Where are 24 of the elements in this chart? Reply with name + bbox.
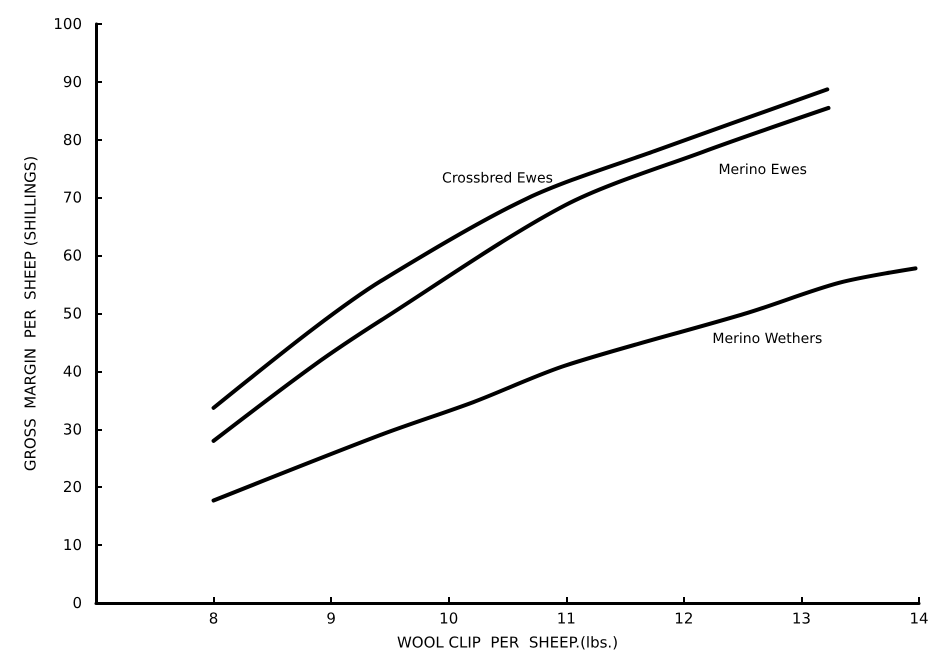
y-tick-label: 30 <box>62 420 82 438</box>
y-axis-title: GROSS MARGIN PER SHEEP (SHILLINGS) <box>22 156 40 472</box>
y-tick-label: 10 <box>62 536 82 554</box>
x-tick-label: 12 <box>674 610 694 628</box>
y-tick-label: 40 <box>62 362 82 380</box>
series-label: Merino Wethers <box>712 330 822 347</box>
x-tick-label: 8 <box>208 610 218 628</box>
series-label: Crossbred Ewes <box>442 170 553 186</box>
y-tick-label: 20 <box>62 478 82 496</box>
y-tick-label: 60 <box>62 246 82 265</box>
y-tick-label: 100 <box>53 15 82 33</box>
y-tick-label: 80 <box>62 130 82 149</box>
x-tick-label: 13 <box>792 610 811 628</box>
series-label: Merino Ewes <box>718 162 807 178</box>
y-tick-label: 0 <box>72 594 82 612</box>
y-tick-label: 90 <box>62 72 82 91</box>
x-tick-label: 14 <box>909 610 929 628</box>
x-tick-label: 11 <box>556 610 576 628</box>
x-axis-title: WOOL CLIP PER SHEEP.(lbs.) <box>396 634 618 652</box>
y-tick-label: 70 <box>62 188 82 207</box>
line-series <box>212 266 918 503</box>
y-tick-label: 50 <box>62 304 82 322</box>
x-tick-label: 9 <box>326 610 336 628</box>
x-tick-label: 10 <box>439 610 458 628</box>
